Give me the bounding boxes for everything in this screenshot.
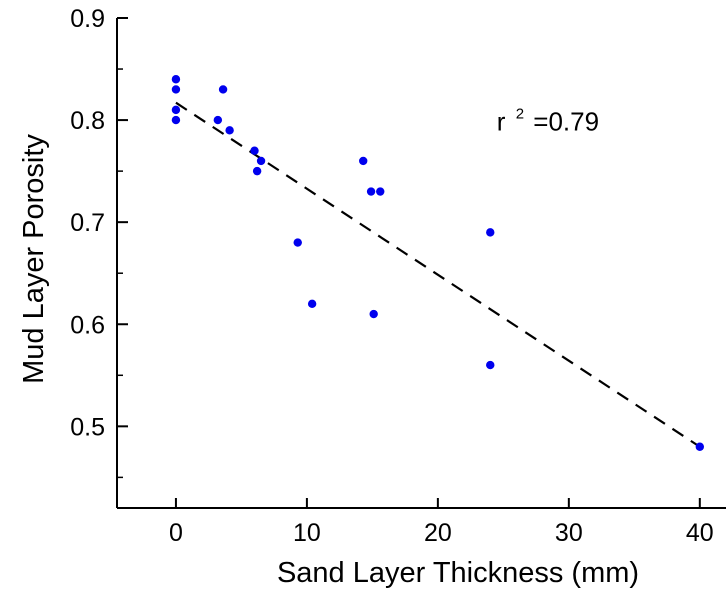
y-tick-label: 0.9 xyxy=(70,5,105,33)
data-point xyxy=(250,146,259,155)
data-point xyxy=(695,442,705,451)
annotation-prefix: r xyxy=(497,106,506,136)
x-tick-label: 10 xyxy=(293,519,321,547)
data-point xyxy=(171,85,181,94)
x-tick-label: 30 xyxy=(555,519,583,547)
x-axis-label: Sand Layer Thickness (mm) xyxy=(277,557,639,589)
data-point xyxy=(486,228,495,237)
x-tick-label: 0 xyxy=(169,519,183,547)
annotation-value: =0.79 xyxy=(533,106,599,136)
r-squared-annotation: r 2 =0.79 xyxy=(497,94,599,136)
data-point xyxy=(293,238,302,247)
data-point xyxy=(213,115,223,125)
data-point xyxy=(369,309,378,319)
x-tick-label: 40 xyxy=(686,519,714,547)
data-point xyxy=(307,299,317,309)
data-point xyxy=(171,105,181,115)
y-axis-label: Mud Layer Porosity xyxy=(18,134,50,384)
data-point xyxy=(486,360,495,370)
data-points xyxy=(171,75,705,451)
y-ticks: 0.5 0.6 0.7 0.8 0.9 xyxy=(70,5,128,479)
x-ticks: 0 10 20 30 40 xyxy=(169,498,714,547)
data-point xyxy=(376,187,385,196)
trend-line xyxy=(175,101,701,448)
data-point xyxy=(225,126,234,135)
data-point xyxy=(366,187,376,196)
data-point xyxy=(171,75,181,84)
data-point xyxy=(171,115,181,125)
data-point xyxy=(218,85,228,94)
data-point xyxy=(256,156,266,166)
y-tick-label: 0.6 xyxy=(70,311,105,339)
data-point xyxy=(252,166,262,176)
y-tick-label: 0.8 xyxy=(70,107,105,135)
y-tick-label: 0.7 xyxy=(70,209,105,237)
annotation-superscript: 2 xyxy=(516,105,524,122)
y-tick-label: 0.5 xyxy=(70,413,105,441)
x-tick-label: 20 xyxy=(424,519,452,547)
data-point xyxy=(359,156,368,166)
